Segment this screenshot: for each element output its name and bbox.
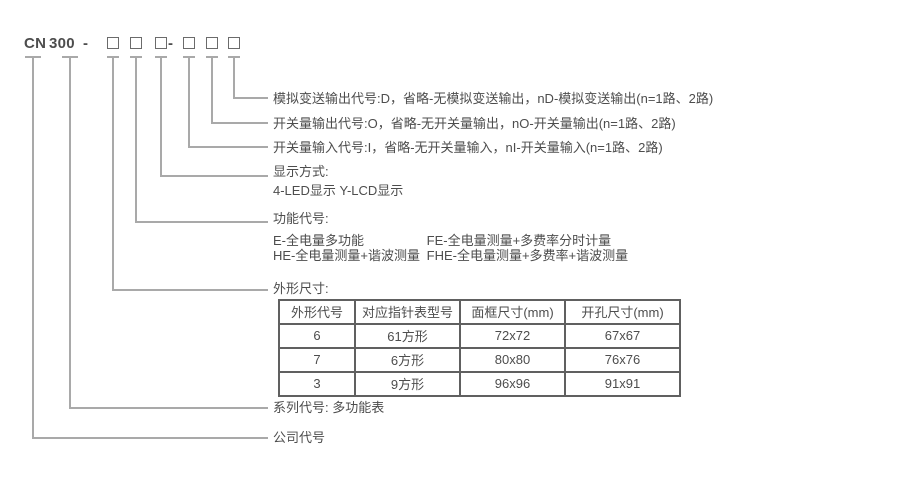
display-mode-title: 显示方式:: [273, 164, 329, 179]
table-row: 3 9方形 96x96 91x91: [278, 371, 681, 397]
function-code-row-2: HE-全电量测量+谐波测量 FHE-全电量测量+多费率+谐波测量: [273, 248, 628, 263]
display-mode-detail: 4-LED显示 Y-LCD显示: [273, 183, 404, 198]
cell-pointer-model: 9方形: [354, 371, 461, 397]
callout-analog-output: 模拟变送输出代号:D，省略-无模拟变送输出，nD-模拟变送输出(n=1路、2路): [273, 91, 714, 106]
dimensions-title: 外形尺寸:: [273, 281, 329, 296]
code-dash-2: -: [168, 35, 174, 52]
function-fe: FE-全电量测量+多费率分时计量: [426, 233, 612, 248]
option-box-3: [155, 37, 167, 49]
callout-switch-output: 开关量输出代号:O，省略-无开关量输出，nO-开关量输出(n=1路、2路): [273, 116, 676, 131]
cell-cutout-size: 76x76: [564, 347, 681, 373]
connector-shape-size: [112, 58, 268, 291]
callout-display-mode: 显示方式: 4-LED显示 Y-LCD显示: [273, 162, 403, 200]
option-box-5: [206, 37, 218, 49]
table-header-row: 外形代号 对应指针表型号 面框尺寸(mm) 开孔尺寸(mm): [278, 299, 681, 325]
cell-frame-size: 72x72: [459, 323, 566, 349]
option-box-2: [130, 37, 142, 49]
connector-display: [160, 58, 268, 177]
header-shape-code: 外形代号: [278, 299, 356, 325]
series-number: 300: [49, 35, 75, 52]
option-box-6: [228, 37, 240, 49]
function-e: E-全电量多功能: [273, 233, 365, 248]
connector-switch-output: [211, 58, 268, 124]
callout-series-code: 系列代号: 多功能表: [273, 400, 385, 415]
option-box-4: [183, 37, 195, 49]
connector-analog-output: [233, 58, 268, 99]
callout-switch-input: 开关量输入代号:I，省略-无开关量输入，nI-开关量输入(n=1路、2路): [273, 140, 663, 155]
callout-company-code: 公司代号: [273, 430, 326, 445]
company-prefix: CN: [24, 35, 47, 52]
code-dash-1: -: [83, 35, 89, 52]
cell-shape-code: 7: [278, 347, 356, 373]
table-row: 7 6方形 80x80 76x76: [278, 347, 681, 373]
connector-series: [69, 58, 268, 409]
cell-shape-code: 6: [278, 323, 356, 349]
function-code-row-1: E-全电量多功能 FE-全电量测量+多费率分时计量: [273, 233, 611, 248]
header-pointer-model: 对应指针表型号: [354, 299, 461, 325]
function-he: HE-全电量测量+谐波测量: [273, 248, 420, 263]
cell-frame-size: 96x96: [459, 371, 566, 397]
cell-frame-size: 80x80: [459, 347, 566, 373]
connector-function: [135, 58, 268, 223]
table-row: 6 61方形 72x72 67x67: [278, 323, 681, 349]
cell-pointer-model: 6方形: [354, 347, 461, 373]
function-fhe: FHE-全电量测量+多费率+谐波测量: [426, 248, 629, 263]
connector-company: [32, 58, 268, 439]
option-box-1: [107, 37, 119, 49]
cell-shape-code: 3: [278, 371, 356, 397]
dimension-table: 外形代号 对应指针表型号 面框尺寸(mm) 开孔尺寸(mm) 6 61方形 72…: [278, 299, 681, 397]
header-cutout-size: 开孔尺寸(mm): [564, 299, 681, 325]
cell-pointer-model: 61方形: [354, 323, 461, 349]
dimension-table-header: 外形代号 对应指针表型号 面框尺寸(mm) 开孔尺寸(mm): [278, 299, 681, 325]
cell-cutout-size: 67x67: [564, 323, 681, 349]
function-code-title: 功能代号:: [273, 211, 329, 226]
cell-cutout-size: 91x91: [564, 371, 681, 397]
connector-switch-input: [188, 58, 268, 148]
header-frame-size: 面框尺寸(mm): [459, 299, 566, 325]
